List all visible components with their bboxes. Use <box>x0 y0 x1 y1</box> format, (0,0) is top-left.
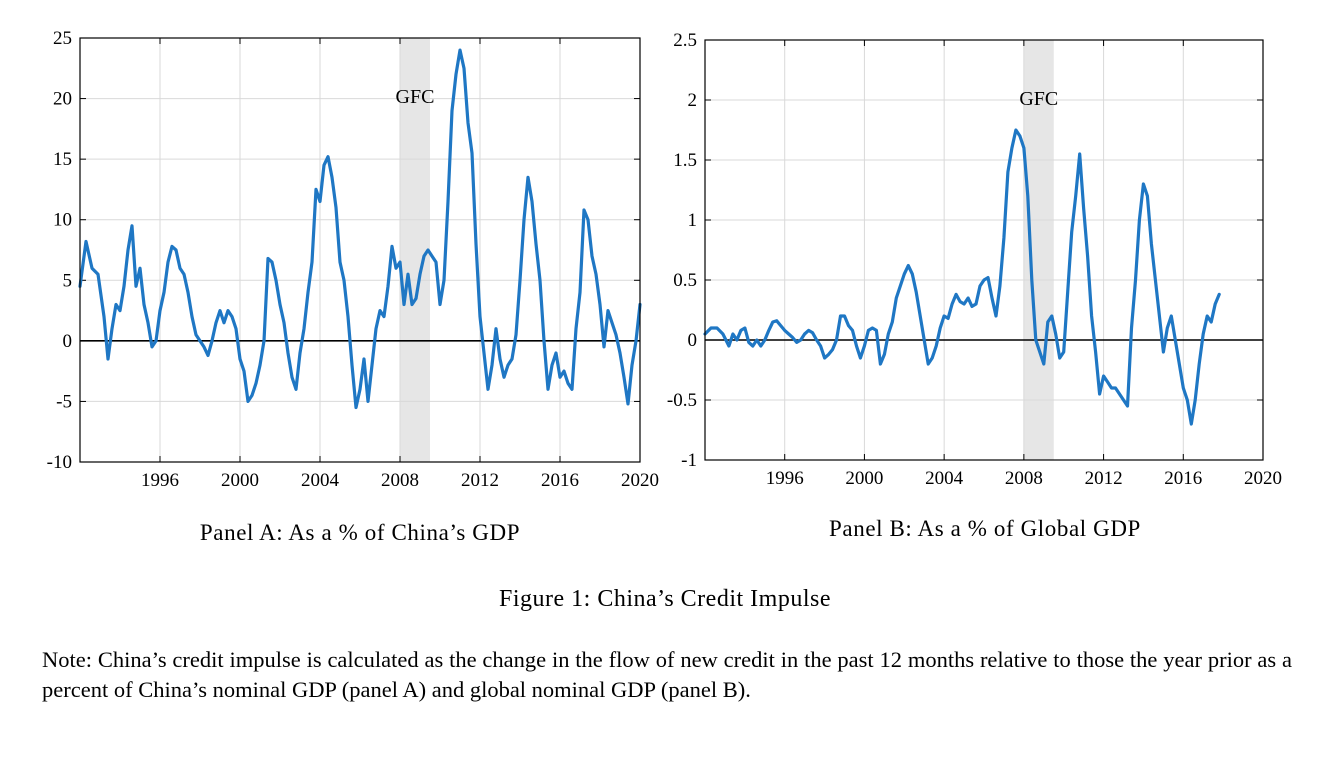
panel-a-xtick-label: 2012 <box>461 470 499 491</box>
panel-b-xtick-label: 2020 <box>1244 468 1282 489</box>
panel-a-series-line <box>78 48 642 410</box>
panel-a-gfc-label: GFC <box>396 86 435 108</box>
panel-a-ytick-label: 20 <box>53 89 72 110</box>
panel-a-gfc-shade <box>400 38 430 462</box>
panel-b-xtick-label: 1996 <box>766 468 804 489</box>
panel-a-xtick-label: 2000 <box>221 470 259 491</box>
panel-b-ytick-label: 2 <box>688 90 698 111</box>
panel-b-ytick-label: 0 <box>688 330 698 351</box>
panel-a-caption: Panel A: As a % of China’s GDP <box>199 520 521 545</box>
panel-b-xtick-label: 2012 <box>1085 468 1123 489</box>
panel-b-xtick-label: 2008 <box>1005 468 1043 489</box>
panel-b-caption: Panel B: As a % of Global GDP <box>829 516 1141 541</box>
figure-caption: Figure 1: China’s Credit Impulse <box>499 586 831 612</box>
panel-a-xtick-label: 2008 <box>381 470 419 491</box>
panel-b-xtick-label: 2004 <box>925 468 964 489</box>
panel-b-ytick-label: -1 <box>681 450 697 471</box>
panel-b-xtick-label: 2016 <box>1164 468 1202 489</box>
panel-a-ytick-label: 15 <box>53 149 72 170</box>
panel-b-ytick-label: 1 <box>688 210 698 231</box>
panel-a-ytick-label: 0 <box>63 331 73 352</box>
figure-note: Note: China’s credit impulse is calculat… <box>42 647 1292 702</box>
panel-a-ytick-label: 5 <box>63 270 73 291</box>
panel-a-xtick-label: 2004 <box>301 470 340 491</box>
panel-a-ytick-label: -10 <box>47 452 72 473</box>
panel-b-ytick-label: 0.5 <box>673 270 697 291</box>
panel-a-axes-frame <box>79 37 641 463</box>
panel-b-axes-frame <box>704 39 1264 461</box>
panel-b-ytick-label: -0.5 <box>667 390 697 411</box>
panel-a-ytick-label: 10 <box>53 210 72 231</box>
panel-b-ytick-label: 1.5 <box>673 150 697 171</box>
panel-b-xtick-label: 2000 <box>845 468 883 489</box>
panel-a-chart: -10 -5 0 5 10 15 20 25 1996 2000 2004 2008 2012 2016 2… <box>47 28 659 491</box>
panel-a-xtick-label: 2020 <box>621 470 659 491</box>
panel-b-gfc-label: GFC <box>1019 88 1058 110</box>
panel-a-ytick-label: -5 <box>56 391 72 412</box>
panel-b-chart: -1 -0.5 0 0.5 1 1.5 2 2.5 1996 2000 2004 2008 2012 20… <box>667 30 1282 489</box>
panel-a-xtick-label: 2016 <box>541 470 579 491</box>
panel-a-ytick-label: 25 <box>53 28 72 49</box>
panel-b-ytick-label: 2.5 <box>673 30 697 51</box>
panel-b-series-line <box>703 128 1221 426</box>
panel-a-xtick-label: 1996 <box>141 470 179 491</box>
